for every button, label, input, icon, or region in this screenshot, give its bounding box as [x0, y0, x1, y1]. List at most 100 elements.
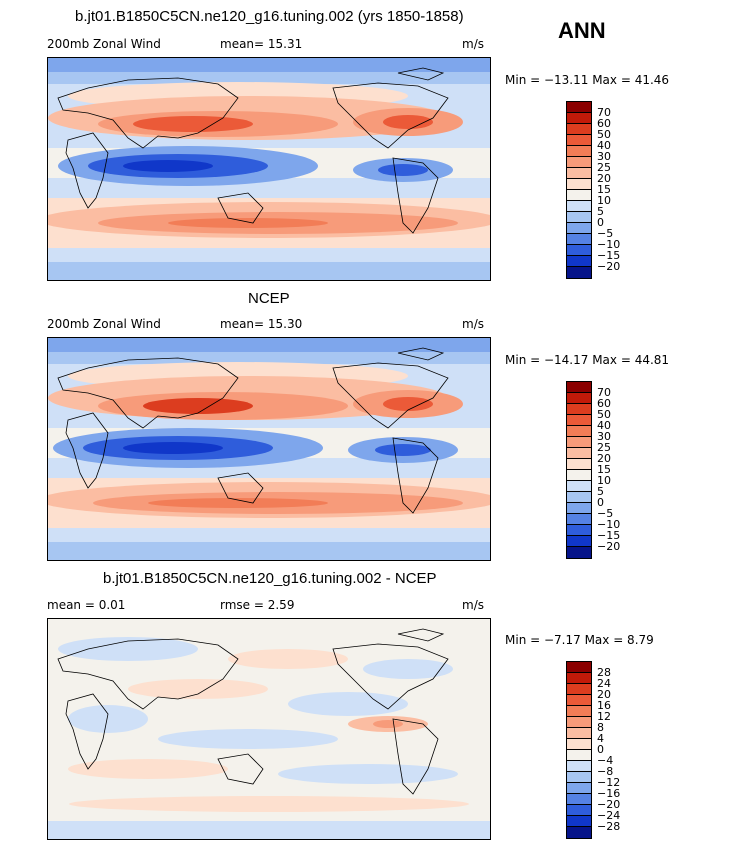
colorbar-swatch [567, 212, 591, 223]
colorbar-tick-label: 70 [597, 106, 611, 119]
colorbar-swatch [567, 201, 591, 212]
panel3-rmse-label: rmse = 2.59 [220, 598, 295, 612]
colorbar-tick-label: 5 [597, 205, 604, 218]
panel1-units-label: m/s [462, 37, 484, 51]
panel1-contour-plot [48, 58, 490, 280]
panel3-map [47, 618, 491, 840]
colorbar-tick-label: 30 [597, 430, 611, 443]
colorbar-swatch [567, 547, 591, 558]
colorbar-tick-label: 30 [597, 150, 611, 163]
colorbar-swatch [567, 816, 591, 827]
colorbar-tick-label: 25 [597, 161, 611, 174]
colorbar-swatch [567, 382, 591, 393]
colorbar-tick-label: 60 [597, 397, 611, 410]
colorbar-swatch [567, 739, 591, 750]
colorbar-swatch [567, 706, 591, 717]
colorbar-swatch [567, 783, 591, 794]
colorbar-tick-label: −16 [597, 787, 621, 800]
colorbar-swatch [567, 794, 591, 805]
colorbar-swatch [567, 805, 591, 816]
colorbar-tick-label: −20 [597, 260, 621, 273]
panel3-mean-label: mean = 0.01 [47, 598, 126, 612]
colorbar-tick-label: 40 [597, 419, 611, 432]
panel1-colorbar [566, 101, 592, 279]
colorbar-tick-label: −10 [597, 238, 621, 251]
colorbar-swatch [567, 393, 591, 404]
colorbar-tick-label: 0 [597, 216, 604, 229]
season-label: ANN [558, 18, 606, 43]
colorbar-tick-label: 8 [597, 721, 604, 734]
colorbar-tick-label: 0 [597, 496, 604, 509]
colorbar-tick-label: −5 [597, 227, 614, 240]
colorbar-tick-label: −28 [597, 820, 621, 833]
colorbar-swatch [567, 426, 591, 437]
colorbar-tick-label: 50 [597, 128, 611, 141]
panel2-title: NCEP [248, 290, 290, 307]
colorbar-tick-label: 10 [597, 474, 611, 487]
colorbar-tick-label: 20 [597, 452, 611, 465]
colorbar-swatch [567, 157, 591, 168]
colorbar-tick-label: 40 [597, 139, 611, 152]
colorbar-tick-label: −4 [597, 754, 614, 767]
colorbar-swatch [567, 179, 591, 190]
panel2-units-label: m/s [462, 317, 484, 331]
colorbar-tick-label: 5 [597, 485, 604, 498]
colorbar-tick-label: 50 [597, 408, 611, 421]
colorbar-swatch [567, 827, 591, 838]
colorbar-tick-label: −20 [597, 540, 621, 553]
colorbar-tick-label: −15 [597, 249, 621, 262]
colorbar-tick-label: −5 [597, 507, 614, 520]
colorbar-swatch [567, 135, 591, 146]
colorbar-swatch [567, 102, 591, 113]
colorbar-swatch [567, 717, 591, 728]
panel3-title: b.jt01.B1850C5CN.ne120_g16.tuning.002 - … [103, 570, 437, 587]
panel3-minmax-label: Min = −7.17 Max = 8.79 [505, 633, 654, 647]
colorbar-swatch [567, 750, 591, 761]
panel2-minmax-label: Min = −14.17 Max = 44.81 [505, 353, 670, 367]
panel2-mean-label: mean= 15.30 [220, 317, 303, 331]
colorbar-swatch [567, 190, 591, 201]
colorbar-swatch [567, 146, 591, 157]
colorbar-tick-label: 0 [597, 743, 604, 756]
colorbar-tick-label: 4 [597, 732, 604, 745]
colorbar-tick-label: 70 [597, 386, 611, 399]
panel2-map [47, 337, 491, 561]
colorbar-tick-label: −20 [597, 798, 621, 811]
colorbar-swatch [567, 536, 591, 547]
colorbar-swatch [567, 470, 591, 481]
colorbar-tick-label: −15 [597, 529, 621, 542]
colorbar-tick-label: −12 [597, 776, 621, 789]
panel2-colorbar [566, 381, 592, 559]
panel3-colorbar [566, 661, 592, 839]
panel1-mean-label: mean= 15.31 [220, 37, 303, 51]
colorbar-tick-label: −8 [597, 765, 614, 778]
colorbar-swatch [567, 492, 591, 503]
colorbar-swatch [567, 525, 591, 536]
colorbar-tick-label: 28 [597, 666, 611, 679]
colorbar-swatch [567, 437, 591, 448]
colorbar-tick-label: 15 [597, 183, 611, 196]
colorbar-swatch [567, 503, 591, 514]
colorbar-tick-label: 12 [597, 710, 611, 723]
colorbar-tick-label: 20 [597, 172, 611, 185]
panel3-units-label: m/s [462, 598, 484, 612]
colorbar-swatch [567, 761, 591, 772]
colorbar-swatch [567, 234, 591, 245]
colorbar-swatch [567, 113, 591, 124]
colorbar-tick-label: 24 [597, 677, 611, 690]
colorbar-swatch [567, 673, 591, 684]
colorbar-swatch [567, 124, 591, 135]
colorbar-tick-label: 60 [597, 117, 611, 130]
colorbar-swatch [567, 448, 591, 459]
panel2-variable-label: 200mb Zonal Wind [47, 317, 161, 331]
colorbar-swatch [567, 415, 591, 426]
colorbar-tick-label: 10 [597, 194, 611, 207]
colorbar-swatch [567, 404, 591, 415]
colorbar-swatch [567, 168, 591, 179]
colorbar-swatch [567, 772, 591, 783]
panel1-map [47, 57, 491, 281]
colorbar-swatch [567, 728, 591, 739]
colorbar-tick-label: −24 [597, 809, 621, 822]
colorbar-swatch [567, 245, 591, 256]
colorbar-swatch [567, 481, 591, 492]
